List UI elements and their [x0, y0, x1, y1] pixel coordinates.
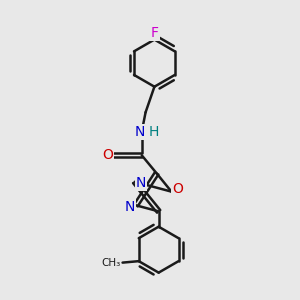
- Text: N: N: [124, 200, 135, 214]
- Text: F: F: [150, 26, 158, 40]
- Text: O: O: [102, 148, 113, 162]
- Text: O: O: [172, 182, 183, 196]
- Text: H: H: [149, 125, 159, 139]
- Text: N: N: [136, 176, 146, 190]
- Text: CH₃: CH₃: [101, 258, 120, 268]
- Text: N: N: [134, 125, 145, 139]
